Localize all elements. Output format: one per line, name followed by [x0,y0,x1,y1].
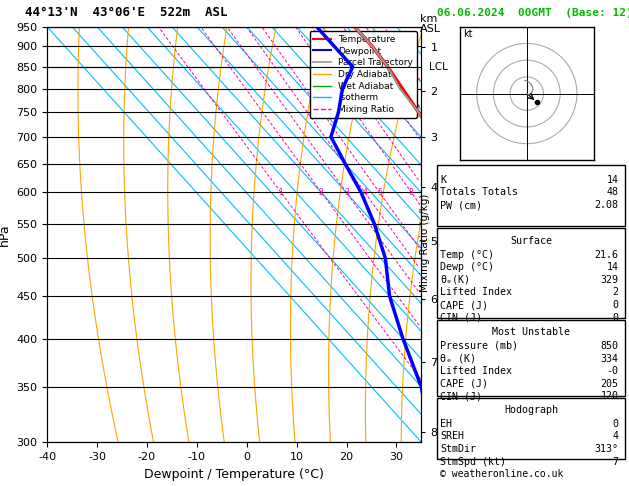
Text: 7: 7 [612,457,618,467]
Text: 14: 14 [606,175,618,185]
Y-axis label: hPa: hPa [0,223,11,246]
Text: 2: 2 [319,188,324,197]
Text: 850: 850 [600,341,618,351]
Text: km: km [420,14,438,24]
Text: 313°: 313° [594,444,618,454]
Text: 14: 14 [606,262,618,272]
Text: 4: 4 [612,432,618,441]
Text: 205: 205 [600,379,618,389]
Text: Hodograph: Hodograph [504,405,558,415]
Text: K: K [440,175,447,185]
Text: 334: 334 [600,354,618,364]
Text: 2: 2 [612,288,618,297]
Text: CAPE (J): CAPE (J) [440,379,488,389]
Legend: Temperature, Dewpoint, Parcel Trajectory, Dry Adiabat, Wet Adiabat, Isotherm, Mi: Temperature, Dewpoint, Parcel Trajectory… [309,31,417,118]
Text: StmSpd (kt): StmSpd (kt) [440,457,506,467]
Text: CIN (J): CIN (J) [440,313,482,323]
Text: 44°13'N  43°06'E  522m  ASL: 44°13'N 43°06'E 522m ASL [25,6,228,19]
Text: CAPE (J): CAPE (J) [440,300,488,310]
Text: Pressure (mb): Pressure (mb) [440,341,518,351]
Text: Most Unstable: Most Unstable [492,328,570,337]
Text: 0: 0 [612,313,618,323]
Text: Dewp (°C): Dewp (°C) [440,262,494,272]
Text: 2.08: 2.08 [594,200,618,210]
Text: EH: EH [440,419,452,429]
Text: Lifted Index: Lifted Index [440,288,512,297]
Text: 3: 3 [344,188,349,197]
Text: θₑ(K): θₑ(K) [440,275,470,285]
Text: 06.06.2024  00GMT  (Base: 12): 06.06.2024 00GMT (Base: 12) [437,8,629,18]
Text: 329: 329 [600,275,618,285]
Text: LCL: LCL [429,62,448,72]
Text: Totals Totals: Totals Totals [440,188,518,197]
Text: PW (cm): PW (cm) [440,200,482,210]
Text: 48: 48 [606,188,618,197]
Text: 4: 4 [362,188,367,197]
Text: 0: 0 [612,419,618,429]
Text: θₑ (K): θₑ (K) [440,354,476,364]
Text: 21.6: 21.6 [594,250,618,260]
Text: 120: 120 [600,392,618,401]
Text: Surface: Surface [510,236,552,246]
Text: kt: kt [464,29,473,39]
Text: © weatheronline.co.uk: © weatheronline.co.uk [440,469,564,479]
Text: Lifted Index: Lifted Index [440,366,512,376]
Text: Temp (°C): Temp (°C) [440,250,494,260]
Text: Mixing Ratio (g/kg): Mixing Ratio (g/kg) [420,194,430,292]
Text: 1: 1 [279,188,283,197]
Text: 0: 0 [612,300,618,310]
Text: -0: -0 [606,366,618,376]
Text: StmDir: StmDir [440,444,476,454]
X-axis label: Dewpoint / Temperature (°C): Dewpoint / Temperature (°C) [145,468,324,481]
Text: 5: 5 [377,188,382,197]
Text: 8: 8 [409,188,414,197]
Text: CIN (J): CIN (J) [440,392,482,401]
Text: SREH: SREH [440,432,464,441]
Text: ASL: ASL [420,24,441,34]
